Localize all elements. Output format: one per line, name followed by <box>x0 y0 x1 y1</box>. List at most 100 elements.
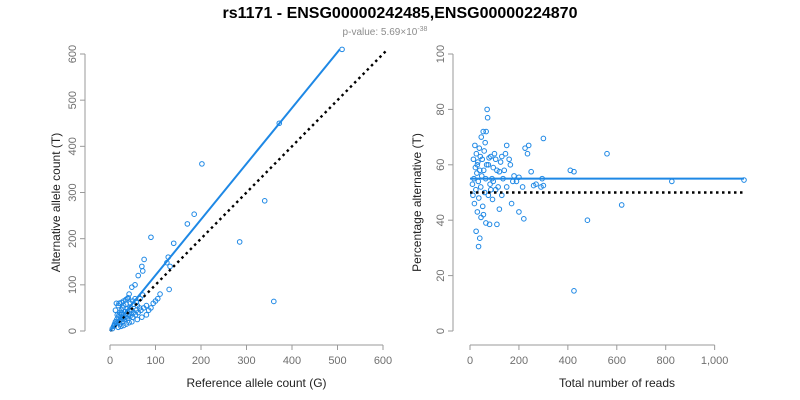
left-data-point <box>199 161 205 167</box>
right-data-point <box>485 162 492 168</box>
right-data-point <box>469 181 476 187</box>
left-x-tick-label: 300 <box>237 355 255 367</box>
chart-subtitle: p-value: 5.69×10-38 <box>343 26 428 38</box>
right-data-point <box>487 181 493 187</box>
left-data-point <box>157 291 163 297</box>
right-data-point <box>494 221 500 228</box>
left-data-point <box>125 294 131 301</box>
left-data-point <box>115 324 121 331</box>
left-data-point <box>276 120 283 127</box>
left-data-point <box>120 322 127 329</box>
left-data-point <box>118 323 124 330</box>
right-data-point <box>511 173 517 179</box>
right-data-point <box>524 150 531 157</box>
right-data-point <box>492 156 499 163</box>
right-data-point <box>483 162 490 168</box>
left-data-point <box>139 263 145 270</box>
right-y-tick-label: 40 <box>435 214 447 226</box>
left-data-point <box>123 321 130 327</box>
left-data-point <box>339 46 345 53</box>
right-data-point <box>480 167 487 174</box>
right-data-point <box>483 128 489 135</box>
left-data-point <box>135 272 142 279</box>
right-scatter-panel: 0 200 400 600 800 1,000 0 20 40 60 80 100 Total numb… <box>410 45 747 390</box>
left-reference-line <box>109 48 389 332</box>
left-data-point <box>166 286 172 293</box>
left-data-point <box>170 240 177 247</box>
chart-title: rs1171 - ENSG00000242485,ENSG00000224870 <box>223 5 578 22</box>
left-data-point <box>261 198 268 204</box>
right-data-point <box>487 153 494 160</box>
right-data-point <box>540 135 547 142</box>
right-data-point <box>519 184 526 190</box>
right-data-point <box>516 209 522 215</box>
left-data-point <box>141 256 147 263</box>
right-data-point <box>478 134 485 140</box>
right-data-point <box>497 159 504 165</box>
right-data-point <box>540 182 547 189</box>
left-data-point <box>184 221 191 227</box>
right-data-point <box>521 216 527 222</box>
right-data-point <box>494 167 500 174</box>
left-data-point <box>115 302 121 309</box>
right-data-point <box>584 217 591 223</box>
left-x-tick-label: 600 <box>374 355 392 367</box>
right-data-point <box>502 150 509 157</box>
right-data-point <box>506 156 512 163</box>
right-y-tick-label: 60 <box>435 159 447 171</box>
right-data-point <box>477 153 484 160</box>
left-data-point <box>148 234 154 241</box>
right-data-point <box>473 150 480 157</box>
right-data-point <box>491 150 498 157</box>
right-data-point <box>478 173 485 179</box>
left-data-point <box>271 298 277 305</box>
right-data-point <box>507 162 514 168</box>
right-data-point <box>475 159 481 165</box>
left-scatter-panel: 0 100 200 300 400 500 600 0 100 200 300 400 500 600 Re… <box>49 45 392 390</box>
right-data-point <box>604 150 610 157</box>
p-value-exponent: -38 <box>417 26 427 33</box>
right-x-tick-label: 0 <box>467 355 473 367</box>
right-data-point <box>477 184 484 190</box>
left-data-point <box>139 314 145 320</box>
left-y-tick-label: 0 <box>67 328 79 334</box>
left-data-point <box>139 268 146 274</box>
right-data-point <box>474 170 480 176</box>
left-y-tick-label: 100 <box>67 276 79 294</box>
left-fit-line <box>109 48 341 332</box>
right-data-point <box>476 195 482 201</box>
right-data-point <box>669 178 675 185</box>
right-data-point <box>490 164 497 171</box>
right-y-tick-label: 20 <box>435 269 447 281</box>
right-x-tick-label: 1,000 <box>701 355 729 367</box>
right-data-point <box>528 168 534 175</box>
right-data-point <box>470 192 476 199</box>
right-data-point <box>503 184 510 190</box>
left-y-tick-label: 600 <box>67 45 79 63</box>
left-y-tick-label: 400 <box>67 137 79 155</box>
right-x-tick-label: 800 <box>657 355 675 367</box>
right-data-point <box>474 209 481 215</box>
right-data-point <box>484 106 490 113</box>
left-x-tick-label: 0 <box>107 355 113 367</box>
left-y-axis-title: Alternative allele count (T) <box>49 133 63 272</box>
left-y-tick-label: 200 <box>67 229 79 247</box>
left-x-tick-label: 500 <box>328 355 346 367</box>
left-data-point <box>112 307 119 314</box>
left-data-point <box>126 291 132 297</box>
left-data-point <box>129 318 135 325</box>
right-x-tick-label: 400 <box>559 355 577 367</box>
left-data-point <box>154 295 161 302</box>
left-data-point <box>148 305 154 311</box>
right-data-point <box>571 288 577 294</box>
right-data-point <box>480 211 487 218</box>
right-data-point <box>471 200 478 207</box>
right-data-point <box>501 167 508 174</box>
right-data-point <box>482 139 488 146</box>
left-data-point <box>126 319 132 326</box>
left-data-point <box>127 313 133 320</box>
right-data-point <box>476 167 483 174</box>
right-x-tick-label: 200 <box>510 355 528 367</box>
right-data-point <box>499 153 505 160</box>
